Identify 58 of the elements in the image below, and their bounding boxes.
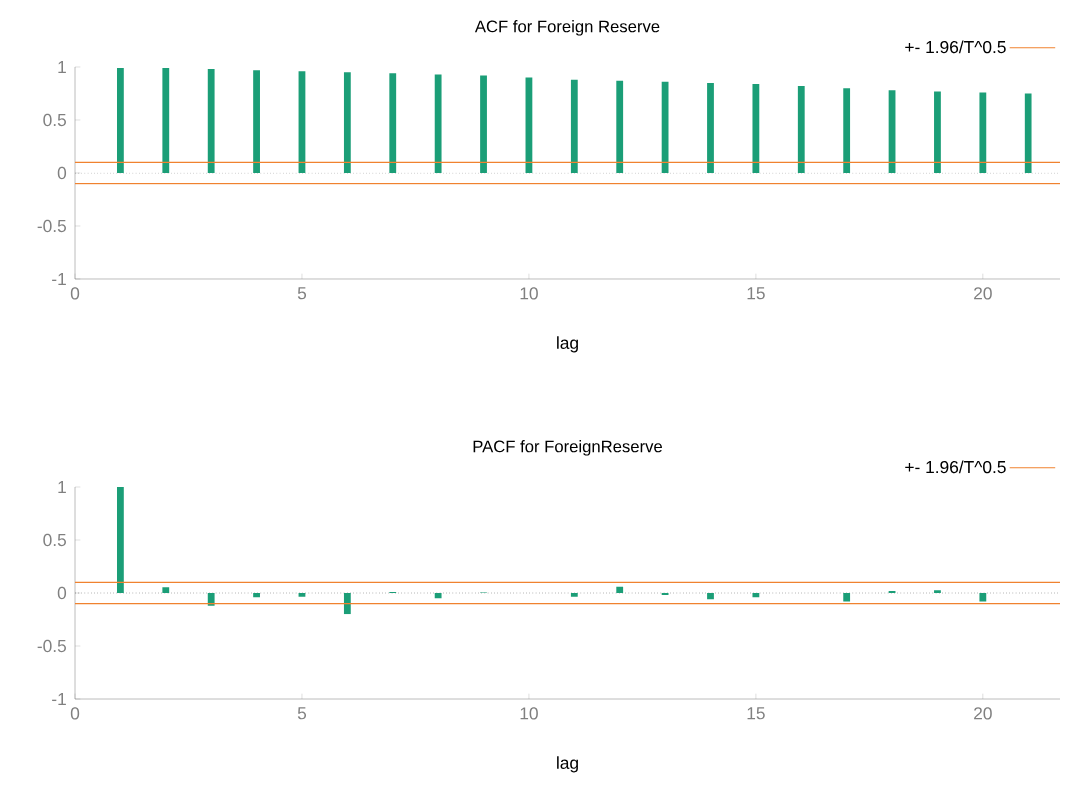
bar [343, 593, 351, 615]
y-tick-label: 0 [57, 166, 67, 180]
x-tick-label: 20 [974, 287, 992, 300]
bar [752, 83, 760, 173]
bar [979, 593, 987, 602]
chart-title: ACF for Foreign Reserve [474, 20, 660, 36]
bar [207, 69, 215, 173]
bar [570, 593, 578, 597]
bar [434, 593, 442, 599]
y-tick-label: 0 [57, 586, 67, 600]
bar [434, 74, 442, 173]
legend-label: +- 1.96/T^0.5 [905, 460, 1006, 474]
x-tick-label: 10 [520, 287, 538, 300]
x-tick-label: 15 [747, 707, 765, 720]
bar [480, 75, 487, 173]
bar [707, 593, 714, 600]
bar [207, 593, 215, 606]
bar [616, 80, 624, 173]
x-axis-title: lag [557, 756, 578, 773]
x-tick-label: 5 [297, 707, 307, 720]
bar [570, 79, 578, 173]
bar [162, 587, 170, 593]
y-tick-label: -0.5 [37, 219, 67, 233]
bar [116, 68, 124, 173]
y-tick-label: -1 [52, 693, 66, 705]
legend-label: +- 1.96/T^0.5 [905, 40, 1006, 54]
bar [253, 593, 260, 598]
y-tick-label: -1 [52, 273, 66, 285]
bar [116, 487, 124, 593]
x-tick-label: 15 [747, 287, 765, 300]
x-axis-title: lag [557, 336, 578, 353]
bar [934, 590, 941, 593]
bar [389, 73, 397, 173]
x-tick-label: 0 [70, 707, 80, 720]
y-tick-label: 1 [58, 61, 66, 73]
bar [661, 593, 669, 596]
bar [616, 586, 624, 593]
bar [253, 70, 260, 173]
bar [298, 593, 306, 597]
bar [707, 82, 714, 173]
y-tick-label: 0.5 [43, 533, 67, 547]
bar [162, 68, 170, 173]
bar [843, 593, 851, 602]
bar [979, 92, 987, 173]
y-tick-label: 0.5 [43, 113, 67, 127]
y-tick-label: -0.5 [37, 639, 67, 653]
x-tick-label: 0 [70, 287, 80, 300]
x-tick-label: 20 [974, 707, 992, 720]
bar [934, 91, 941, 173]
x-tick-label: 5 [297, 287, 307, 300]
x-tick-label: 10 [520, 707, 538, 720]
bar [797, 86, 805, 173]
bar [843, 88, 851, 173]
bar [752, 593, 760, 598]
chart-title: PACF for ForeignReserve [473, 440, 662, 456]
bar [661, 81, 669, 173]
y-tick-label: 1 [58, 481, 66, 493]
bar [343, 72, 351, 173]
